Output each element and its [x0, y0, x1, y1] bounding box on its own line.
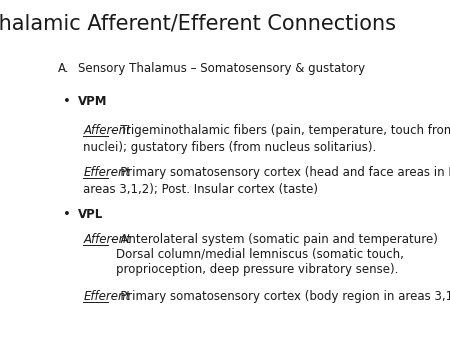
Text: VPL: VPL — [78, 208, 104, 221]
Text: •: • — [63, 208, 71, 221]
Text: A.: A. — [58, 62, 69, 75]
Text: Afferent: Afferent — [83, 124, 131, 137]
Text: Afferent: Afferent — [83, 233, 131, 246]
Text: – Trigeminothalamic fibers (pain, temperature, touch from trigeminal: – Trigeminothalamic fibers (pain, temper… — [107, 124, 450, 137]
Text: Sensory Thalamus – Somatosensory & gustatory: Sensory Thalamus – Somatosensory & gusta… — [78, 62, 365, 75]
Text: – Primary somatosensory cortex (body region in areas 3,1,2): – Primary somatosensory cortex (body reg… — [107, 290, 450, 303]
Text: areas 3,1,2); Post. Insular cortex (taste): areas 3,1,2); Post. Insular cortex (tast… — [83, 183, 318, 196]
Text: – Primary somatosensory cortex (head and face areas in Brodmann’s: – Primary somatosensory cortex (head and… — [107, 166, 450, 179]
Text: proprioception, deep pressure vibratory sense).: proprioception, deep pressure vibratory … — [117, 263, 399, 276]
Text: Dorsal column/medial lemniscus (somatic touch,: Dorsal column/medial lemniscus (somatic … — [117, 248, 405, 261]
Text: Efferent: Efferent — [83, 290, 130, 303]
Text: nuclei); gustatory fibers (from nucleus solitarius).: nuclei); gustatory fibers (from nucleus … — [83, 141, 377, 154]
Text: IV. Thalamic Afferent/Efferent Connections: IV. Thalamic Afferent/Efferent Connectio… — [0, 13, 396, 33]
Text: – Anterolateral system (somatic pain and temperature): – Anterolateral system (somatic pain and… — [107, 233, 438, 246]
Text: VPM: VPM — [78, 95, 108, 108]
Text: Efferent: Efferent — [83, 166, 130, 179]
Text: •: • — [63, 95, 71, 108]
